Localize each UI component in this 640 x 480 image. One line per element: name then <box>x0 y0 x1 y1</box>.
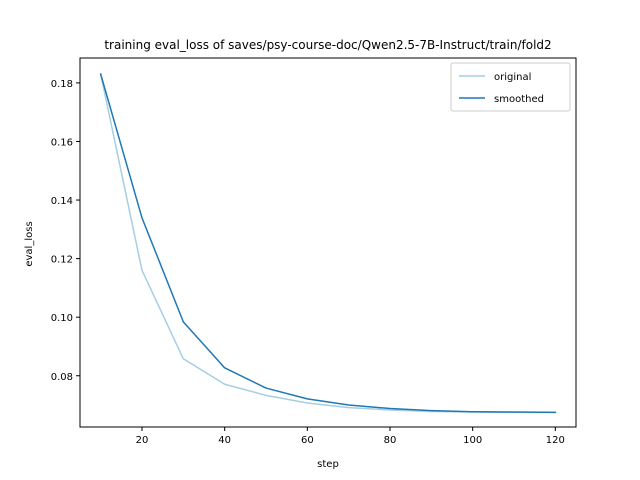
x-axis-ticks: 20 40 60 80 100 120 <box>136 427 565 446</box>
y-axis-label: eval_loss <box>24 221 35 266</box>
x-tick-label: 80 <box>384 435 397 446</box>
y-tick-label: 0.08 <box>51 372 73 383</box>
x-tick-label: 60 <box>301 435 314 446</box>
plot-frame <box>79 57 577 428</box>
chart-title: training eval_loss of saves/psy-course-d… <box>104 38 551 52</box>
series-line-smoothed <box>99 73 557 414</box>
y-axis-ticks: 0.08 0.10 0.12 0.14 0.16 0.18 <box>51 79 80 383</box>
x-tick-label: 20 <box>136 435 149 446</box>
y-tick-label: 0.12 <box>51 255 73 266</box>
x-tick-label: 100 <box>463 435 482 446</box>
legend-label-original: original <box>494 72 531 83</box>
legend-label-smoothed: smoothed <box>494 94 544 105</box>
legend: original smoothed <box>450 62 571 112</box>
plot-area <box>99 73 557 414</box>
y-tick-label: 0.10 <box>51 313 73 324</box>
x-tick-label: 40 <box>218 435 231 446</box>
legend-box <box>450 62 571 112</box>
x-axis-label: step <box>317 459 339 470</box>
x-tick-label: 120 <box>546 435 565 446</box>
y-tick-label: 0.18 <box>51 79 73 90</box>
y-tick-label: 0.14 <box>51 196 73 207</box>
y-tick-label: 0.16 <box>51 137 73 148</box>
